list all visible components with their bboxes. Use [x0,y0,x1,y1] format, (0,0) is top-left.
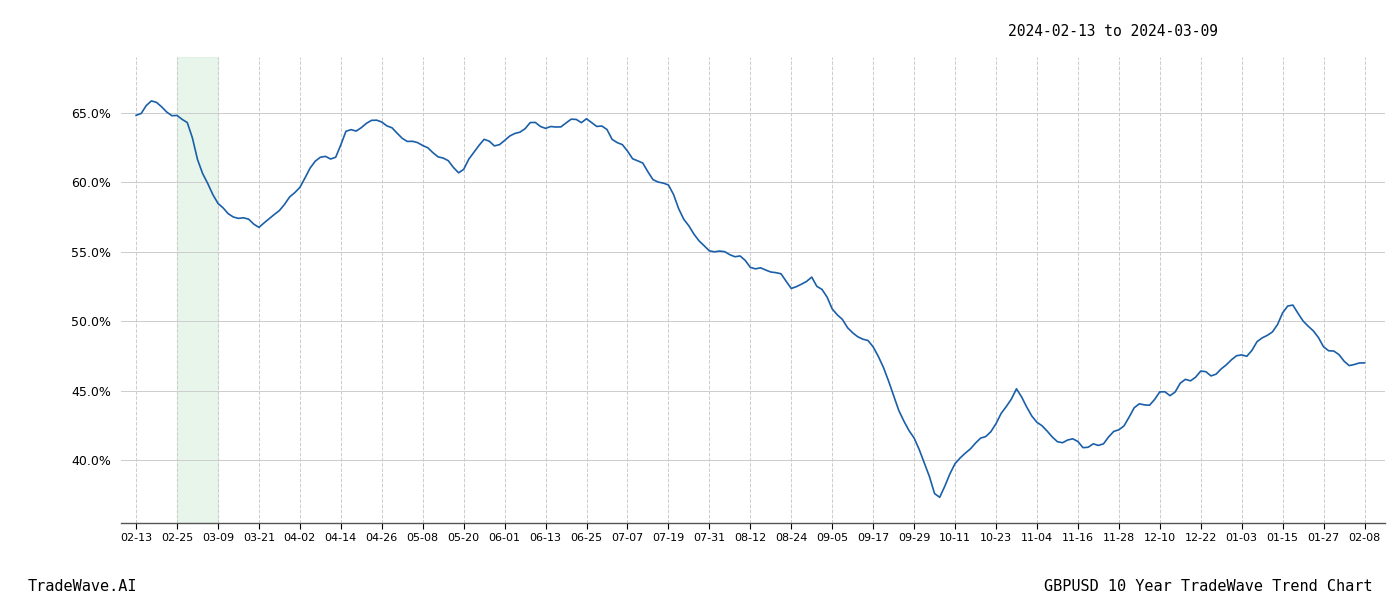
Text: GBPUSD 10 Year TradeWave Trend Chart: GBPUSD 10 Year TradeWave Trend Chart [1043,579,1372,594]
Text: 2024-02-13 to 2024-03-09: 2024-02-13 to 2024-03-09 [1008,24,1218,39]
Text: TradeWave.AI: TradeWave.AI [28,579,137,594]
Bar [176,57,218,523]
